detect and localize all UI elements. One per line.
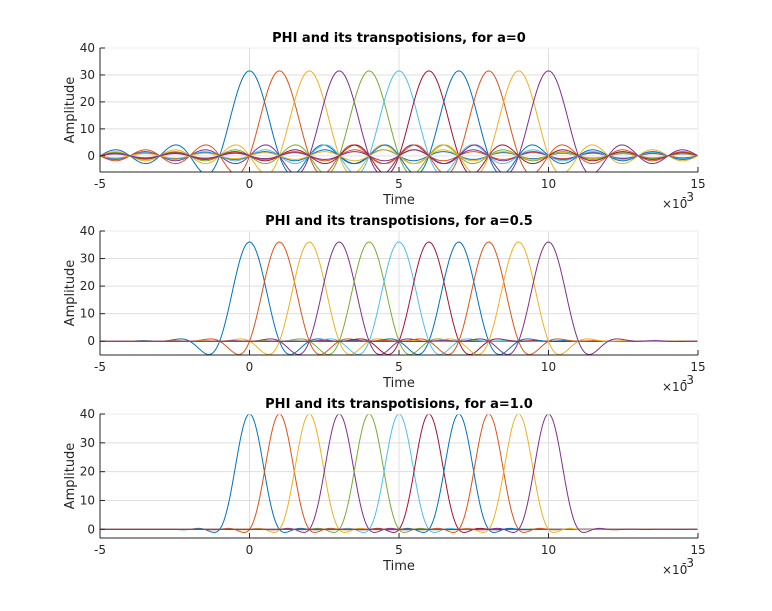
series-line-11 xyxy=(100,70,698,172)
series-group xyxy=(100,241,698,355)
y-tick-label: 20 xyxy=(80,465,95,479)
chart-panel-1: -5 0 5 10 15 0 10 20 30 40 PHI and its transpotisi… xyxy=(63,31,706,211)
x-exponent-power: -3 xyxy=(682,190,694,204)
y-tick-label: 20 xyxy=(80,279,95,293)
series-group xyxy=(100,70,698,172)
x-tick-label: 0 xyxy=(246,543,254,557)
x-exponent-base: ×10 xyxy=(662,197,687,211)
x-tick-label: 5 xyxy=(395,360,403,374)
y-tick-label: 40 xyxy=(80,41,95,55)
chart-title: PHI and its transpotisions, for a=0.5 xyxy=(265,214,533,229)
y-tick-label: 0 xyxy=(87,522,95,536)
y-axis-label: Amplitude xyxy=(63,77,78,144)
y-tick-label: 0 xyxy=(87,334,95,348)
x-tick-label: 15 xyxy=(690,360,705,374)
x-exponent-base: ×10 xyxy=(662,380,687,394)
x-tick-label: 10 xyxy=(541,177,556,191)
series-line-11 xyxy=(100,241,698,355)
y-tick-label: 20 xyxy=(80,95,95,109)
chart-panel-2: -5 0 5 10 15 0 10 20 30 40 PHI and its transpotisi… xyxy=(63,214,706,394)
x-exponent-power: -3 xyxy=(682,556,694,570)
y-tick-label: 40 xyxy=(80,224,95,238)
y-tick-label: 40 xyxy=(80,407,95,421)
x-tick-label: -5 xyxy=(94,177,106,191)
x-tick-label: 15 xyxy=(690,543,705,557)
chart-title: PHI and its transpotisions, for a=0 xyxy=(272,31,526,46)
x-tick-label: 10 xyxy=(541,360,556,374)
chart-panel-3: -5 0 5 10 15 0 10 20 30 40 PHI and its transpotisi… xyxy=(63,397,706,577)
x-tick-label: 0 xyxy=(246,177,254,191)
x-tick-label: 0 xyxy=(246,360,254,374)
series-line-6 xyxy=(100,70,698,172)
x-tick-label: -5 xyxy=(94,360,106,374)
x-axis-label: Time xyxy=(382,376,415,391)
y-tick-label: 0 xyxy=(87,149,95,163)
series-group xyxy=(100,414,698,533)
y-tick-label: 10 xyxy=(80,122,95,136)
x-tick-label: -5 xyxy=(94,543,106,557)
x-axis-label: Time xyxy=(382,559,415,574)
x-exponent-power: -3 xyxy=(682,373,694,387)
y-tick-label: 30 xyxy=(80,68,95,82)
x-tick-label: 10 xyxy=(541,543,556,557)
x-axis-label: Time xyxy=(382,193,415,208)
y-tick-label: 10 xyxy=(80,307,95,321)
x-exponent-base: ×10 xyxy=(662,563,687,577)
series-line-11 xyxy=(100,414,698,533)
x-tick-label: 15 xyxy=(690,177,705,191)
y-tick-label: 30 xyxy=(80,252,95,266)
y-tick-label: 10 xyxy=(80,494,95,508)
x-tick-label: 5 xyxy=(395,543,403,557)
x-tick-label: 5 xyxy=(395,177,403,191)
y-tick-label: 30 xyxy=(80,436,95,450)
chart-title: PHI and its transpotisions, for a=1.0 xyxy=(265,397,533,412)
y-axis-label: Amplitude xyxy=(63,260,78,327)
y-axis-label: Amplitude xyxy=(63,443,78,510)
